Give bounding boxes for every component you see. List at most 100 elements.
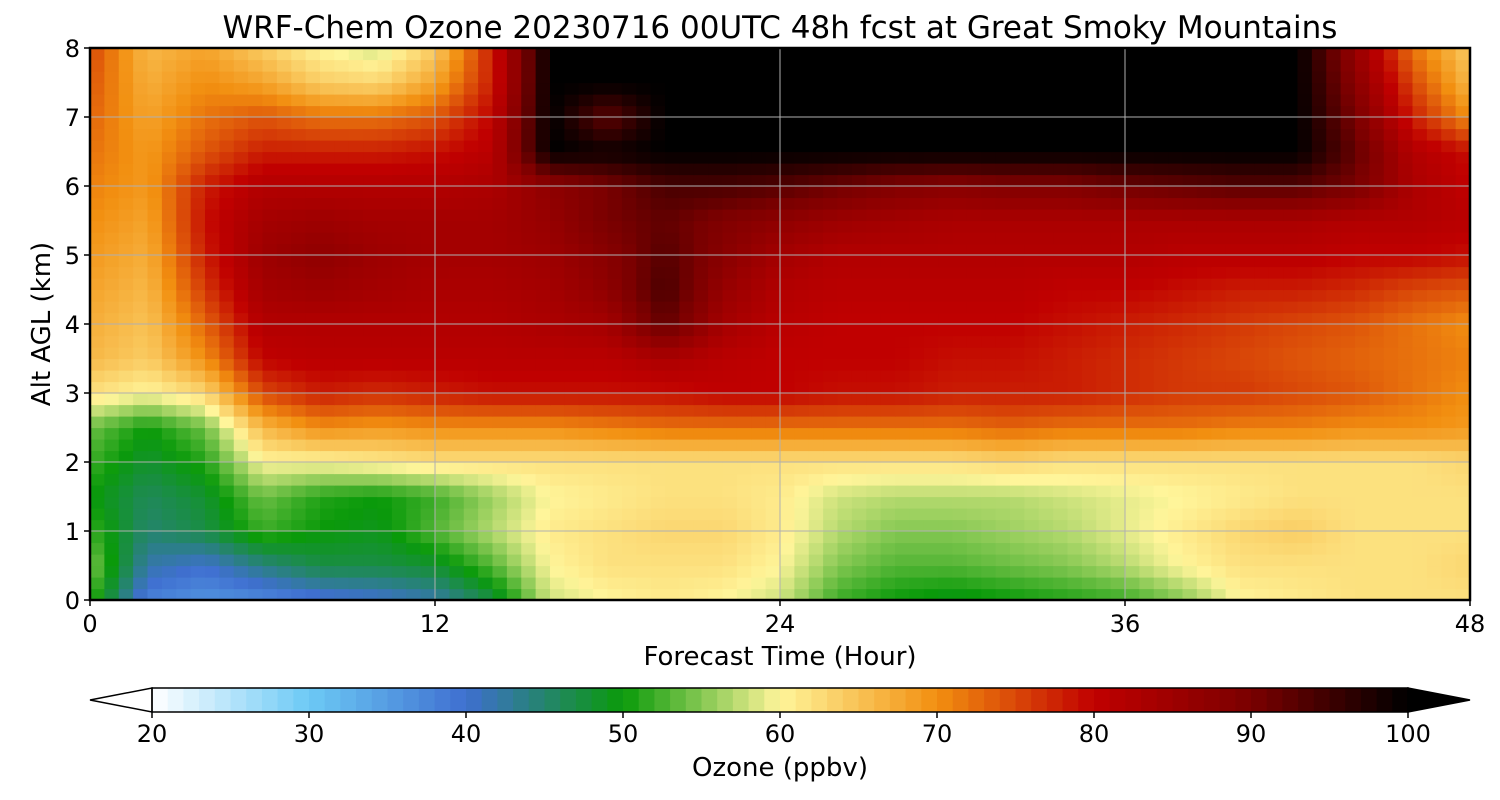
heatmap-cell (780, 565, 795, 578)
heatmap-cell (377, 209, 393, 222)
heatmap-cell (1311, 151, 1327, 164)
heatmap-cell (1038, 393, 1054, 406)
heatmap-cell (1297, 255, 1313, 268)
heatmap-cell (1383, 48, 1399, 61)
heatmap-cell (1182, 404, 1198, 417)
heatmap-cell (205, 485, 220, 498)
heatmap-cell (363, 370, 379, 383)
heatmap-cell (1067, 209, 1083, 222)
heatmap-cell (276, 48, 292, 61)
colorbar-segment (1345, 688, 1362, 712)
heatmap-cell (1383, 508, 1399, 521)
heatmap-cell (248, 335, 264, 348)
heatmap-cell (751, 301, 767, 314)
heatmap-cell (1383, 209, 1399, 222)
heatmap-cell (219, 565, 235, 578)
heatmap-cell (104, 117, 120, 130)
heatmap-cell (104, 163, 120, 176)
heatmap-cell (866, 220, 882, 233)
heatmap-cell (837, 508, 853, 521)
heatmap-cell (851, 542, 867, 555)
heatmap-cell (995, 312, 1011, 325)
heatmap-cell (923, 577, 939, 590)
heatmap-cell (1426, 48, 1442, 61)
heatmap-cell (823, 105, 839, 118)
heatmap-cell (492, 519, 508, 532)
heatmap-cell (334, 209, 350, 222)
heatmap-cell (578, 381, 594, 394)
heatmap-cell (348, 347, 364, 360)
heatmap-cell (1311, 554, 1327, 567)
heatmap-cell (334, 71, 350, 84)
heatmap-cell (521, 197, 537, 210)
heatmap-cell (1182, 519, 1198, 532)
heatmap-cell (492, 82, 508, 95)
heatmap-cell (1412, 174, 1428, 187)
heatmap-cell (1441, 255, 1457, 268)
heatmap-cell (708, 163, 724, 176)
heatmap-cell (463, 174, 479, 187)
heatmap-cell (406, 542, 422, 555)
heatmap-cell (233, 381, 249, 394)
heatmap-cell (334, 404, 350, 417)
heatmap-cell (320, 48, 335, 61)
heatmap-cell (751, 312, 767, 325)
heatmap-cell (1240, 140, 1255, 153)
heatmap-cell (765, 542, 781, 555)
heatmap-cell (233, 163, 249, 176)
heatmap-cell (909, 439, 925, 452)
heatmap-cell (118, 450, 134, 463)
heatmap-cell (420, 485, 436, 498)
heatmap-cell (435, 473, 450, 486)
heatmap-cell (90, 289, 105, 302)
heatmap-cell (578, 588, 594, 600)
heatmap-cell (1240, 255, 1255, 268)
heatmap-cell (636, 358, 652, 371)
heatmap-cell (492, 59, 508, 72)
heatmap-cell (1311, 94, 1327, 107)
heatmap-cell (90, 48, 105, 61)
heatmap-cell (449, 531, 465, 544)
heatmap-cell (1369, 542, 1385, 555)
heatmap-cell (133, 427, 149, 440)
heatmap-cell (938, 404, 954, 417)
heatmap-cell (1211, 301, 1227, 314)
heatmap-cell (1168, 347, 1184, 360)
heatmap-cell (1196, 255, 1212, 268)
heatmap-cell (1153, 450, 1169, 463)
heatmap-cell (1369, 335, 1385, 348)
heatmap-cell (1024, 301, 1040, 314)
heatmap-cell (1283, 186, 1299, 199)
heatmap-cell (305, 416, 321, 429)
heatmap-cell (449, 577, 465, 590)
heatmap-cell (1441, 266, 1457, 279)
heatmap-cell (1326, 496, 1342, 509)
heatmap-cell (435, 370, 450, 383)
heatmap-cell (1240, 542, 1255, 555)
heatmap-cell (233, 450, 249, 463)
heatmap-cell (1067, 186, 1083, 199)
heatmap-cell (1096, 508, 1112, 521)
heatmap-cell (377, 335, 393, 348)
heatmap-cell (1067, 105, 1083, 118)
heatmap-cell (665, 462, 680, 475)
heatmap-cell (1211, 554, 1227, 567)
heatmap-cell (1225, 473, 1241, 486)
heatmap-cell (1211, 174, 1227, 187)
heatmap-cell (377, 140, 393, 153)
heatmap-cell (1412, 485, 1428, 498)
heatmap-cell (1311, 393, 1327, 406)
heatmap-cell (851, 186, 867, 199)
heatmap-cell (1225, 404, 1241, 417)
heatmap-cell (1283, 105, 1299, 118)
heatmap-cell (1383, 393, 1399, 406)
heatmap-cell (636, 462, 652, 475)
heatmap-cell (665, 577, 680, 590)
heatmap-cell (1455, 220, 1470, 233)
heatmap-cell (837, 565, 853, 578)
heatmap-cell (808, 485, 824, 498)
heatmap-cell (320, 71, 335, 84)
heatmap-cell (1369, 427, 1385, 440)
heatmap-cell (233, 427, 249, 440)
heatmap-cell (492, 255, 508, 268)
